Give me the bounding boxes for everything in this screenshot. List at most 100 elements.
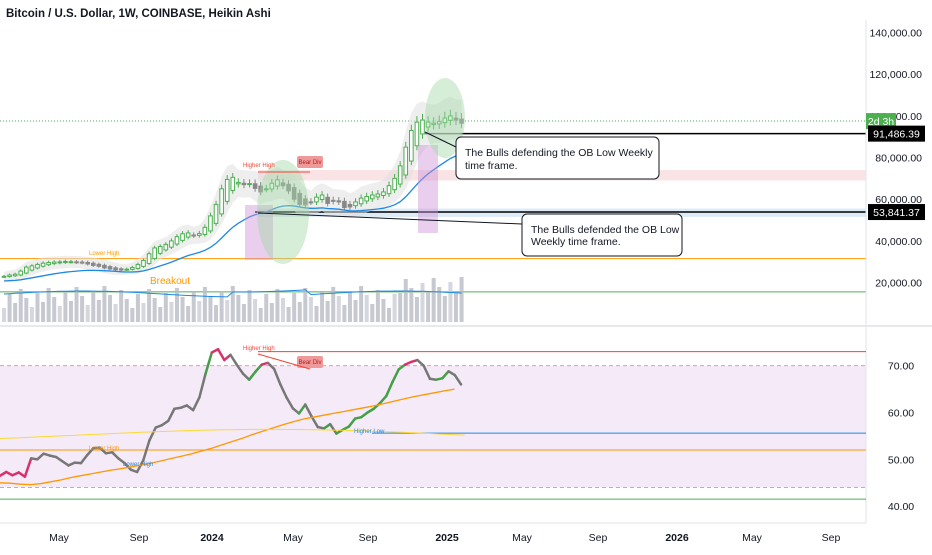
callout-text: Weekly time frame. <box>531 236 621 248</box>
volume-bar <box>225 300 229 322</box>
annotation-breakout: Breakout <box>150 276 190 287</box>
price-tag[interactable]: 91,486.39 <box>868 126 925 142</box>
volume-bar <box>142 303 146 322</box>
volume-bar <box>47 288 51 322</box>
volume-bar <box>35 293 39 322</box>
price-tick-label: 140,000.00 <box>869 28 922 40</box>
volume-bar <box>348 291 352 322</box>
candle[interactable] <box>25 265 29 274</box>
candle-body <box>326 197 330 203</box>
candle-body <box>19 271 23 275</box>
volume-bar <box>220 291 224 322</box>
volume-bar <box>298 302 302 322</box>
callout-box[interactable]: The Bulls defending the OB Low Weeklytim… <box>456 137 659 179</box>
volume-bar <box>409 288 413 322</box>
candle[interactable] <box>404 142 408 179</box>
volume-bar <box>69 301 73 322</box>
price-tick-label: 80,000.00 <box>875 153 922 165</box>
volume-bar <box>342 305 346 322</box>
candle-body <box>198 234 202 236</box>
volume-bar <box>253 299 257 322</box>
rsi-annotation-higher-high: Higher High <box>243 346 275 352</box>
volume-bar <box>58 306 62 322</box>
candle-body <box>175 237 179 244</box>
time-tick-label: May <box>512 532 533 544</box>
candle-body <box>415 122 419 146</box>
candle[interactable] <box>147 252 151 265</box>
candle-body <box>387 186 391 194</box>
volume-bar <box>354 300 358 322</box>
volume-bar <box>415 297 419 322</box>
candle-body <box>203 227 207 234</box>
volume-bar <box>86 305 90 322</box>
price-tag-label: 53,841.37 <box>873 207 920 219</box>
candle-body <box>58 262 62 263</box>
volume-bar <box>208 296 212 322</box>
price-tag[interactable]: 53,841.37 <box>868 204 925 220</box>
candle[interactable] <box>214 201 218 226</box>
volume-bar <box>175 288 179 322</box>
annotation-lower-high: Lower High <box>89 251 119 257</box>
candle-body <box>119 269 123 270</box>
volume-bar <box>203 287 207 322</box>
candle-body <box>253 184 257 189</box>
candle[interactable] <box>153 246 157 261</box>
volume-bar <box>398 293 402 322</box>
candle-body <box>359 198 363 204</box>
volume-bar <box>303 288 307 322</box>
callout-text: The Bulls defended the OB Low <box>531 224 680 236</box>
candle-body <box>13 274 17 276</box>
volume-bar <box>236 295 240 322</box>
candle-body <box>382 192 386 196</box>
volume-bar <box>259 308 263 322</box>
candle-body <box>354 202 358 206</box>
candle-body <box>69 262 73 263</box>
candle-body <box>398 166 402 184</box>
volume-bar <box>387 308 391 322</box>
time-tick-label: Sep <box>822 532 841 544</box>
candle-body <box>97 264 101 266</box>
volume-bar <box>41 302 45 322</box>
candle-body <box>147 254 151 264</box>
rsi-tick-label: 40.00 <box>888 501 914 513</box>
volume-bar <box>421 283 425 322</box>
candle-body <box>80 262 84 263</box>
candle-body <box>30 266 34 270</box>
candle[interactable] <box>209 213 213 234</box>
price-tick-label: 120,000.00 <box>869 69 922 81</box>
volume-bar <box>309 297 313 322</box>
candle-body <box>131 268 135 270</box>
candle-body <box>103 265 107 268</box>
rsi-annotation-lower-high-2: Lower High <box>123 462 153 468</box>
volume-bar <box>19 289 23 322</box>
callout-text: time frame. <box>465 160 518 172</box>
candle-body <box>404 147 408 175</box>
volume-bar <box>331 287 335 322</box>
price-tick-label: 40,000.00 <box>875 236 922 248</box>
volume-bar <box>63 292 67 322</box>
volume-bar <box>393 294 397 322</box>
candle[interactable] <box>410 125 414 165</box>
time-tick-label: May <box>742 532 763 544</box>
rsi-tick-label: 70.00 <box>888 361 914 373</box>
volume-bar <box>164 293 168 322</box>
volume-bar <box>443 296 447 322</box>
volume-bar <box>460 277 464 322</box>
price-tag-label: 91,486.39 <box>873 129 920 141</box>
candle-body <box>164 244 168 249</box>
candle[interactable] <box>225 175 229 204</box>
volume-bar <box>264 294 268 322</box>
candle-body <box>142 260 146 266</box>
candle-body <box>331 200 335 201</box>
volume-bar <box>186 306 190 322</box>
volume-bar <box>119 290 123 322</box>
volume-bar <box>337 296 341 322</box>
candle[interactable] <box>220 185 224 217</box>
volume-bar <box>2 308 6 322</box>
candle-body <box>225 179 229 201</box>
volume-bar <box>125 299 129 322</box>
